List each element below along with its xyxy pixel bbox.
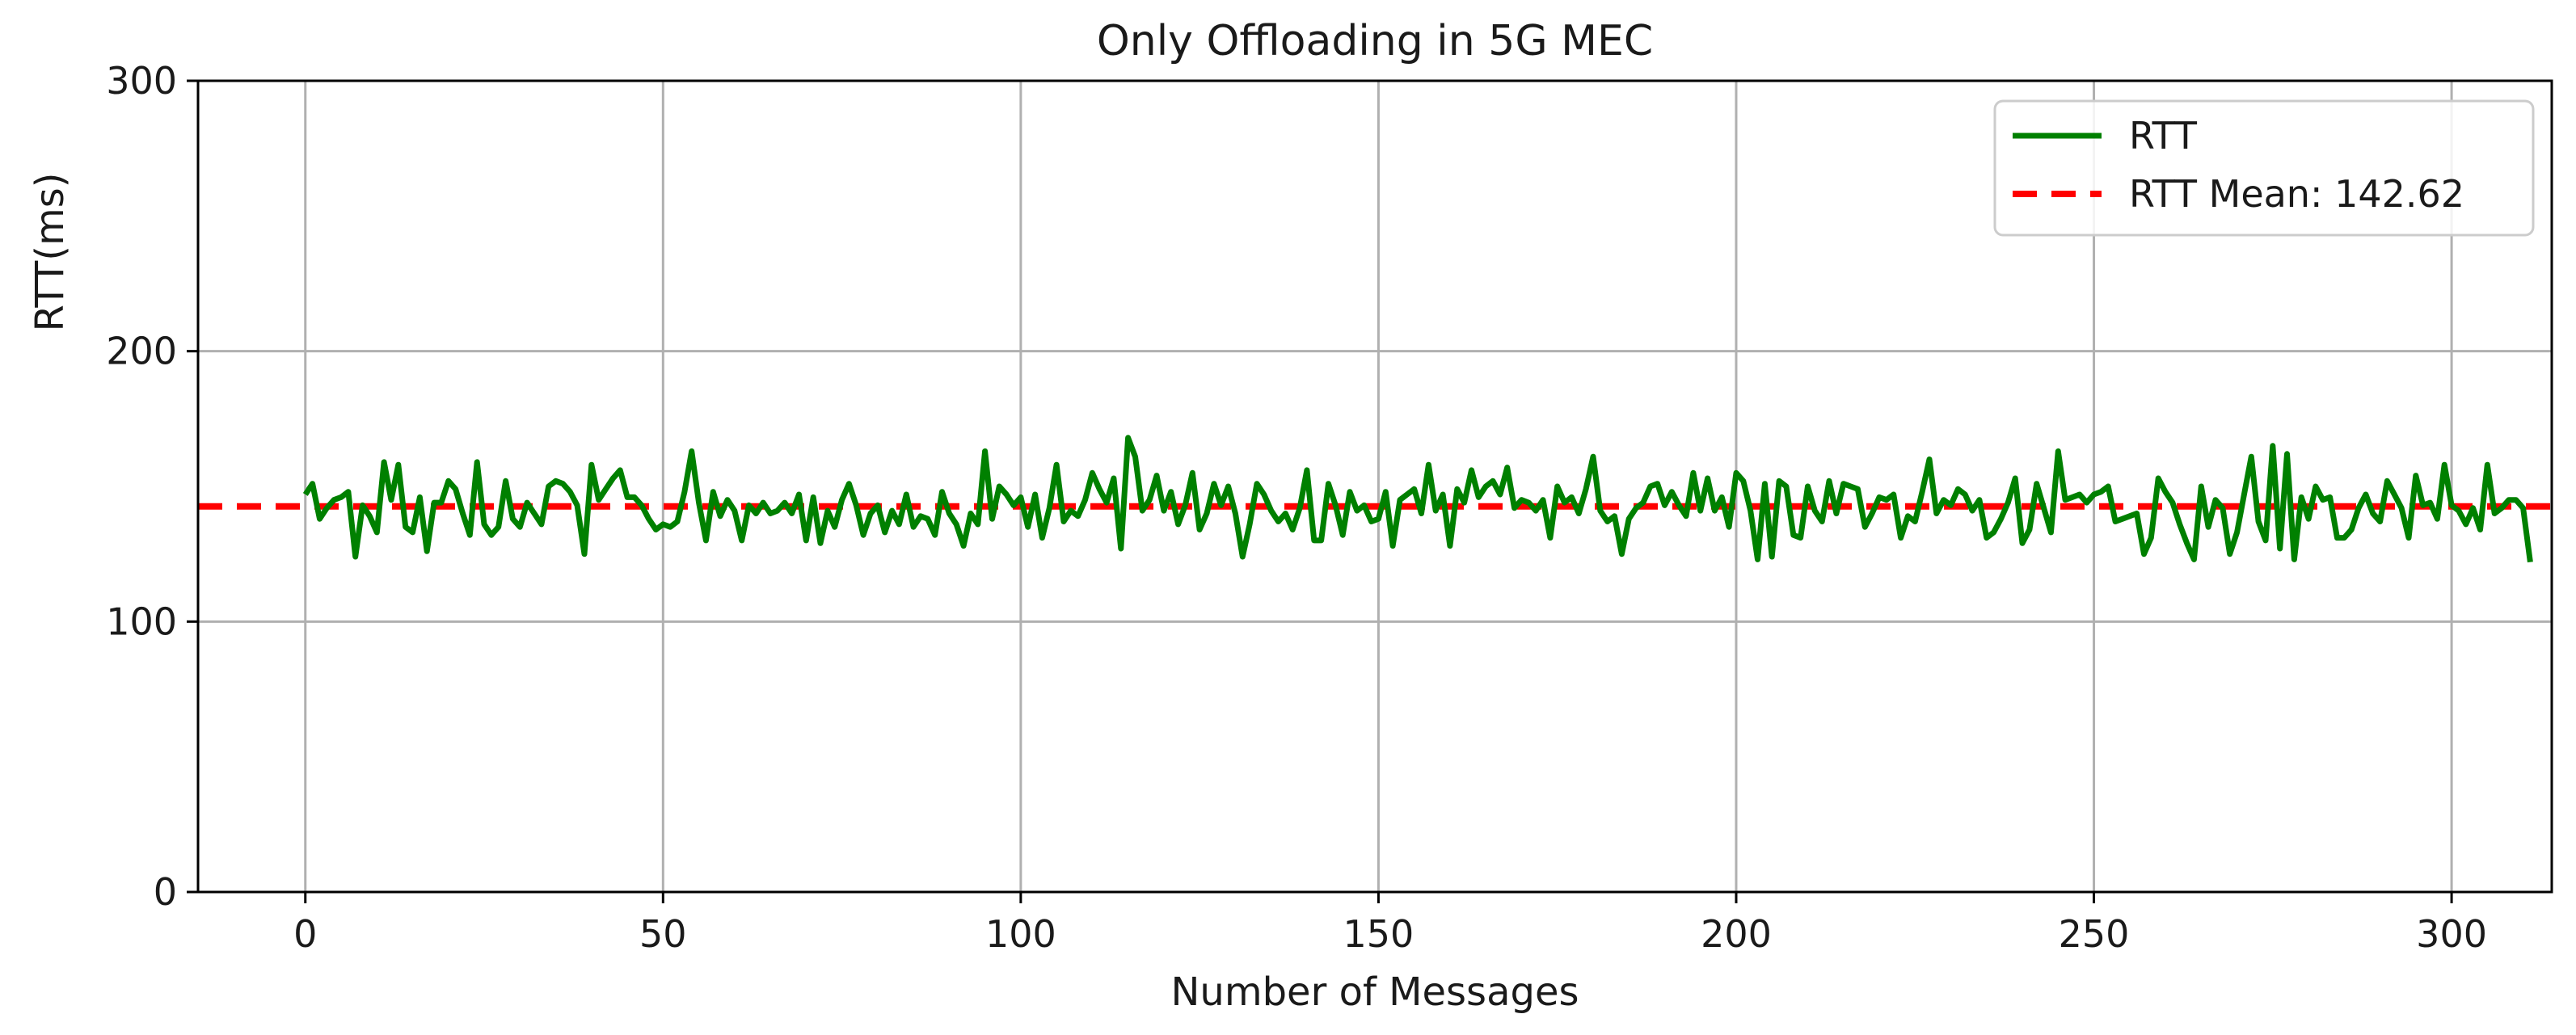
x-tick-label: 150 [1343, 912, 1414, 956]
x-tick-label: 250 [2059, 912, 2130, 956]
legend-rtt-label: RTT [2129, 114, 2198, 158]
rtt-series-line [302, 435, 2533, 563]
series-layer [302, 435, 2533, 563]
x-tick-label: 50 [639, 912, 687, 956]
legend-box [1993, 99, 2535, 237]
x-tick-label: 300 [2416, 912, 2487, 956]
legend: RTT RTT Mean: 142.62 [1993, 99, 2535, 237]
chart-title: Only Offloading in 5G MEC [1097, 17, 1653, 65]
x-tick-label: 100 [985, 912, 1056, 956]
legend-mean-label: RTT Mean: 142.62 [2129, 172, 2464, 216]
x-tick-label: 200 [1701, 912, 1772, 956]
y-tick-label: 300 [106, 59, 177, 103]
y-tick-label: 0 [154, 870, 177, 914]
y-tick-label: 200 [106, 330, 177, 373]
y-axis-label: RTT(ms) [27, 173, 73, 332]
y-axis-ticks: 0 100 200 300 [106, 59, 198, 914]
y-tick-label: 100 [106, 600, 177, 643]
plot-frame [196, 79, 2553, 894]
x-axis-ticks: 0 50 100 150 200 250 300 [293, 892, 2487, 956]
x-tick-label: 0 [293, 912, 317, 956]
x-axis-label: Number of Messages [1171, 970, 1579, 1015]
